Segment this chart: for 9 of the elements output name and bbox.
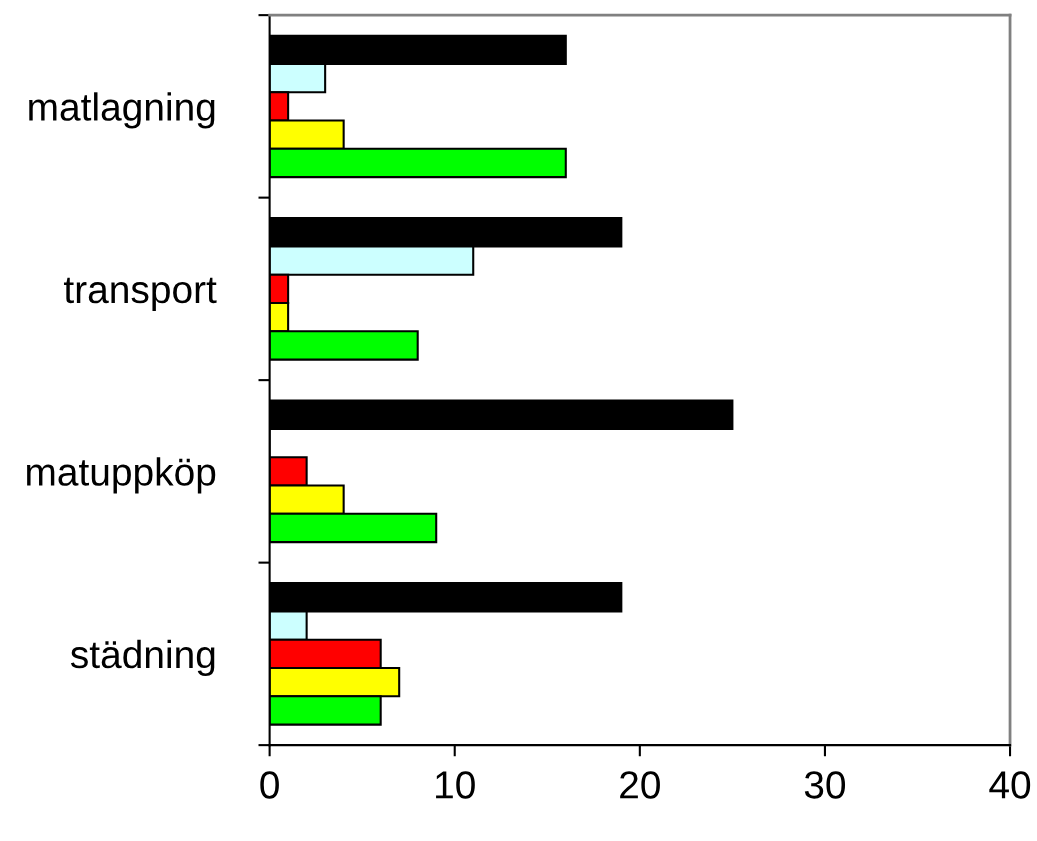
y-tick-label: transport (63, 277, 217, 312)
x-tick-label: 10 (436, 771, 475, 799)
y-tick-label: städning (70, 639, 215, 677)
x-tick-label: 40 (989, 771, 1031, 799)
x-tick-label: 0 (260, 771, 279, 799)
x-tick-label: 30 (804, 771, 846, 799)
y-tick-label: matuppköp (27, 457, 216, 494)
y-tick-label: matlagning (29, 92, 215, 129)
x-tick-label: 20 (620, 771, 660, 799)
